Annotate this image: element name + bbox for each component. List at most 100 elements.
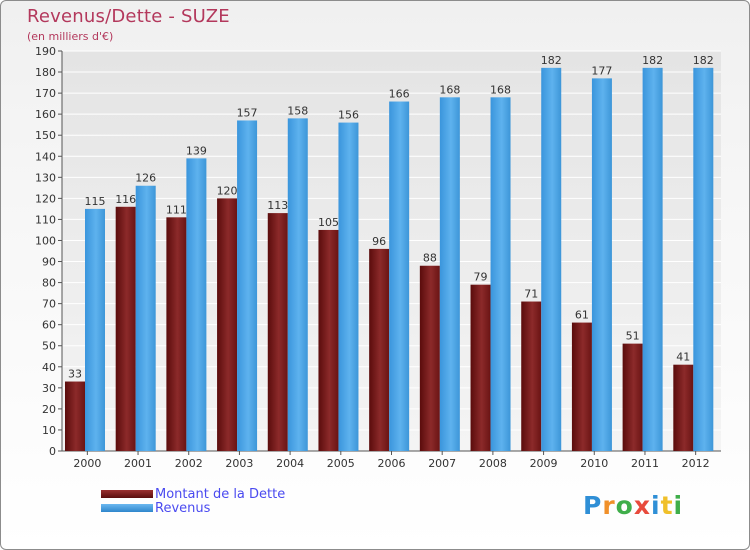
bar-dette: [217, 198, 238, 451]
bar-dette: [267, 213, 288, 451]
bar-dette: [369, 248, 390, 451]
x-tick-label: 2012: [682, 457, 710, 470]
x-tick-label: 2009: [530, 457, 558, 470]
data-label-revenus: 168: [439, 83, 460, 96]
y-tick-label: 150: [35, 129, 56, 142]
data-label-dette: 120: [217, 184, 238, 197]
data-label-dette: 96: [372, 235, 386, 248]
data-label-dette: 41: [676, 351, 690, 364]
y-tick-label: 20: [42, 403, 56, 416]
legend-item-dette: Montant de la Dette: [101, 486, 286, 502]
y-tick-label: 90: [42, 256, 56, 269]
x-tick-label: 2002: [175, 457, 203, 470]
data-label-dette: 51: [626, 330, 640, 343]
legend-swatch-revenus: [101, 504, 153, 512]
x-tick-label: 2003: [225, 457, 253, 470]
bar-dette: [622, 343, 643, 451]
legend-label-dette: Montant de la Dette: [155, 486, 286, 502]
bar-revenus: [237, 120, 258, 451]
data-label-revenus: 182: [642, 54, 663, 67]
bar-revenus: [439, 97, 460, 451]
x-tick-label: 2000: [73, 457, 101, 470]
y-tick-label: 60: [42, 319, 56, 332]
y-tick-label: 0: [49, 445, 56, 458]
bar-dette: [65, 381, 85, 451]
bar-revenus: [135, 185, 156, 451]
bar-dette: [166, 217, 187, 451]
logo-letter: x: [633, 491, 651, 520]
y-tick-label: 10: [42, 424, 56, 437]
x-tick-label: 2006: [378, 457, 406, 470]
data-label-dette: 79: [474, 271, 488, 284]
legend: Montant de la Dette Revenus: [101, 486, 286, 516]
bar-revenus: [642, 67, 663, 451]
data-label-revenus: 157: [237, 106, 258, 119]
data-label-dette: 88: [423, 252, 437, 265]
data-label-revenus: 115: [85, 195, 106, 208]
y-tick-label: 120: [35, 192, 56, 205]
bar-dette: [115, 206, 136, 451]
bar-revenus: [591, 78, 612, 452]
y-tick-label: 30: [42, 382, 56, 395]
legend-item-revenus: Revenus: [101, 500, 285, 516]
data-label-revenus: 139: [186, 144, 207, 157]
bar-revenus: [541, 67, 562, 451]
y-tick-label: 110: [35, 213, 56, 226]
bar-revenus: [693, 67, 714, 451]
y-tick-label: 190: [35, 45, 56, 58]
data-label-revenus: 156: [338, 109, 359, 122]
proxiti-logo: Proxiti: [583, 491, 683, 520]
y-tick-label: 50: [42, 340, 56, 353]
data-label-dette: 61: [575, 309, 589, 322]
y-tick-label: 180: [35, 66, 56, 79]
x-tick-label: 2011: [631, 457, 659, 470]
data-label-dette: 71: [524, 288, 538, 301]
data-label-dette: 105: [318, 216, 339, 229]
logo-letter: r: [602, 491, 616, 520]
logo-letter: i: [651, 491, 661, 520]
x-tick-label: 2007: [428, 457, 456, 470]
bar-dette: [318, 229, 339, 451]
y-tick-label: 100: [35, 234, 56, 247]
x-tick-label: 2004: [276, 457, 304, 470]
x-tick-label: 2008: [479, 457, 507, 470]
bar-revenus: [389, 101, 410, 452]
legend-label-revenus: Revenus: [155, 500, 211, 516]
bar-dette: [419, 265, 440, 451]
bar-revenus: [338, 122, 359, 451]
y-tick-label: 160: [35, 108, 56, 121]
logo-letter: i: [673, 491, 684, 520]
data-label-dette: 116: [115, 193, 136, 206]
legend-swatch-dette: [101, 490, 153, 498]
y-tick-label: 40: [42, 361, 56, 374]
y-tick-label: 70: [42, 298, 56, 311]
data-label-revenus: 126: [135, 172, 156, 185]
x-tick-label: 2010: [580, 457, 608, 470]
data-label-dette: 33: [68, 368, 82, 381]
chart-title: Revenus/Dette - SUZE: [27, 6, 230, 27]
bar-revenus: [186, 158, 207, 452]
x-tick-label: 2001: [124, 457, 152, 470]
y-tick-label: 130: [35, 171, 56, 184]
data-label-revenus: 166: [389, 88, 410, 101]
x-tick-label: 2005: [327, 457, 355, 470]
bar-dette: [521, 301, 542, 451]
logo-letter: P: [583, 491, 603, 520]
data-label-dette: 113: [267, 199, 288, 212]
logo-letter: t: [660, 491, 674, 520]
data-label-dette: 111: [166, 203, 187, 216]
data-label-revenus: 158: [287, 104, 308, 117]
data-label-revenus: 177: [591, 64, 612, 77]
bar-dette: [470, 284, 491, 451]
bar-revenus: [490, 97, 511, 451]
bar-dette: [673, 364, 694, 451]
y-tick-label: 80: [42, 277, 56, 290]
bar-revenus: [287, 118, 308, 452]
data-label-revenus: 168: [490, 83, 511, 96]
data-label-revenus: 182: [693, 54, 714, 67]
y-tick-label: 140: [35, 150, 56, 163]
y-tick-label: 170: [35, 87, 56, 100]
logo-letter: o: [615, 491, 634, 520]
